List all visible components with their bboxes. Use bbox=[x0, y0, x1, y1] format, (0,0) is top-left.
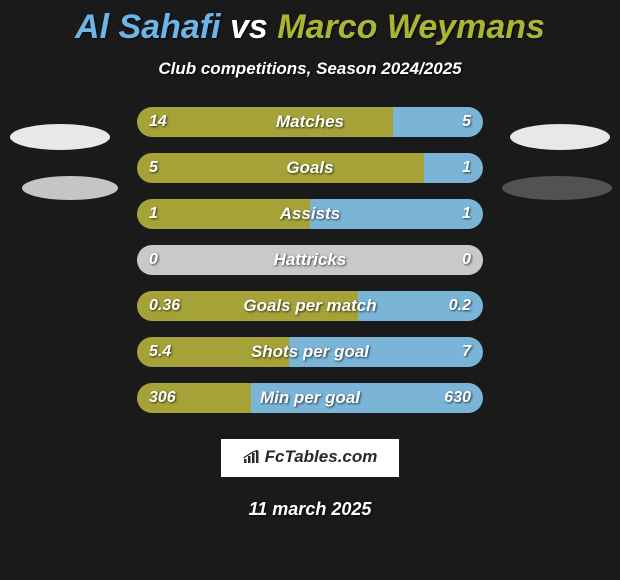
bar-left-fill bbox=[137, 107, 393, 137]
bar-right-fill bbox=[310, 199, 483, 229]
stat-value-left: 306 bbox=[149, 383, 176, 413]
branding-badge: FcTables.com bbox=[221, 439, 400, 477]
date-text: 11 march 2025 bbox=[0, 499, 620, 520]
bar-track bbox=[137, 337, 483, 367]
stat-value-left: 5 bbox=[149, 153, 158, 183]
bar-track bbox=[137, 291, 483, 321]
stat-value-right: 630 bbox=[444, 383, 471, 413]
decoration-ellipse bbox=[510, 124, 610, 150]
decoration-ellipse bbox=[10, 124, 110, 150]
stat-value-right: 5 bbox=[462, 107, 471, 137]
bar-left-fill bbox=[137, 199, 310, 229]
vs-text: vs bbox=[230, 8, 268, 46]
stat-value-left: 14 bbox=[149, 107, 167, 137]
stat-value-left: 5.4 bbox=[149, 337, 171, 367]
stat-value-right: 7 bbox=[462, 337, 471, 367]
player1-name: Al Sahafi bbox=[75, 8, 220, 46]
stat-row: Shots per goal5.47 bbox=[0, 337, 620, 367]
bar-right-fill bbox=[289, 337, 483, 367]
stat-row: Goals per match0.360.2 bbox=[0, 291, 620, 321]
stats-bars: Matches145Goals51Assists11Hattricks00Goa… bbox=[0, 107, 620, 413]
stat-value-right: 1 bbox=[462, 153, 471, 183]
subtitle: Club competitions, Season 2024/2025 bbox=[0, 59, 620, 79]
bar-track bbox=[137, 107, 483, 137]
bar-track bbox=[137, 199, 483, 229]
bar-track bbox=[137, 153, 483, 183]
branding-text: FcTables.com bbox=[265, 447, 378, 466]
comparison-title: Al Sahafi vs Marco Weymans bbox=[0, 8, 620, 47]
stat-row: Hattricks00 bbox=[0, 245, 620, 275]
bar-track bbox=[137, 245, 483, 275]
bar-left-fill bbox=[137, 153, 424, 183]
stat-value-right: 0.2 bbox=[449, 291, 471, 321]
stat-row: Assists11 bbox=[0, 199, 620, 229]
bar-left-fill bbox=[137, 245, 483, 275]
bar-track bbox=[137, 383, 483, 413]
stat-value-left: 1 bbox=[149, 199, 158, 229]
stat-value-left: 0 bbox=[149, 245, 158, 275]
player2-name: Marco Weymans bbox=[277, 8, 545, 46]
stat-value-left: 0.36 bbox=[149, 291, 180, 321]
bar-right-fill bbox=[424, 153, 483, 183]
stat-row: Min per goal306630 bbox=[0, 383, 620, 413]
stat-value-right: 0 bbox=[462, 245, 471, 275]
decoration-ellipse bbox=[22, 176, 118, 200]
decoration-ellipse bbox=[502, 176, 612, 200]
chart-icon bbox=[243, 449, 259, 469]
stat-value-right: 1 bbox=[462, 199, 471, 229]
